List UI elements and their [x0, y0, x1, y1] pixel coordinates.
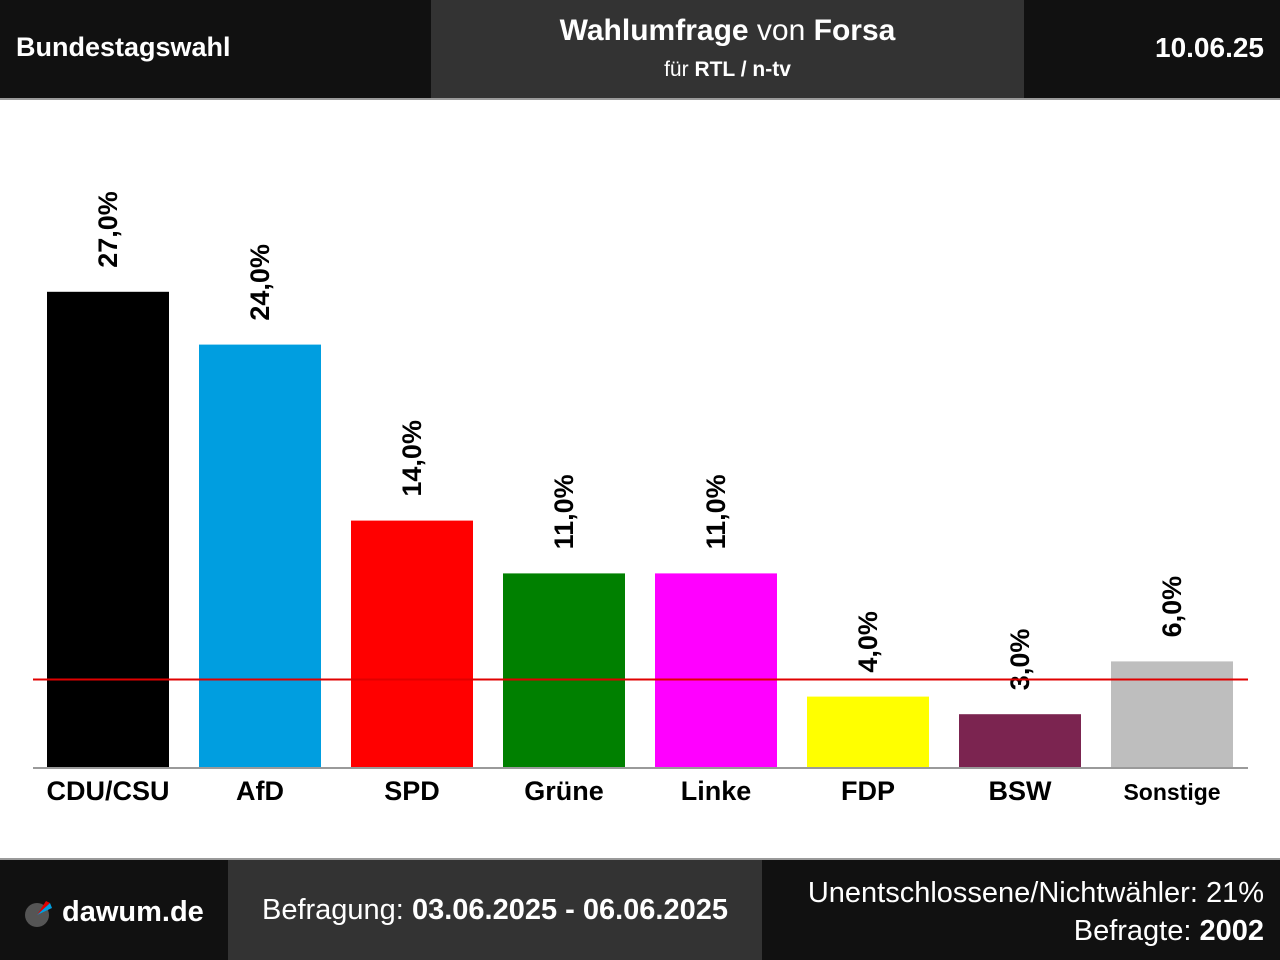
logo-text: dawum.de [62, 896, 204, 928]
pollster-name: Forsa [813, 14, 896, 47]
poll-title-word: Wahlumfrage [559, 14, 749, 47]
bar-value-label-1: 24,0% [245, 244, 275, 321]
category-label-4: Linke [681, 776, 752, 806]
category-label-0: CDU/CSU [46, 776, 169, 806]
bar-chart: 27,0% CDU/CSU 24,0% AfD 14,0% SPD 11,0% Grüne 11… [33, 191, 1248, 806]
bar-2 [351, 520, 473, 767]
poll-client: für RTL / n-tv [431, 58, 1024, 82]
header-divider [0, 98, 1280, 100]
bar-value-label-0: 27,0% [93, 191, 123, 268]
category-label-1: AfD [236, 776, 284, 806]
bar-value-label-7: 6,0% [1157, 576, 1187, 638]
poll-title-connector: von [748, 14, 814, 47]
poll-client-name: RTL / n-tv [694, 58, 791, 81]
bar-value-label-5: 4,0% [853, 611, 883, 673]
bar-value-label-3: 11,0% [549, 474, 579, 549]
footer-bar: dawum.de Befragung: 03.06.2025 - 06.06.2… [0, 860, 1280, 960]
bar-6 [959, 714, 1081, 767]
election-label: Bundestagswahl [16, 32, 231, 62]
bar-value-label-6: 3,0% [1005, 629, 1035, 691]
undecided-share: Unentschlossene/Nichtwähler: 21% [807, 877, 1264, 909]
poll-title-box: Wahlumfrage von Forsa für RTL / n-tv [431, 0, 1024, 98]
header-bar: Bundestagswahl Wahlumfrage von Forsa für… [0, 0, 1280, 98]
respondents-label: Befragte: [1073, 915, 1200, 947]
survey-period: Befragung: 03.06.2025 - 06.06.2025 [228, 894, 762, 927]
survey-period-box: Befragung: 03.06.2025 - 06.06.2025 [228, 860, 762, 960]
category-label-2: SPD [384, 776, 440, 806]
survey-period-label: Befragung: [261, 894, 412, 926]
poll-date: 10.06.25 [1155, 32, 1264, 63]
bar-value-label-2: 14,0% [397, 420, 427, 497]
footer-divider [0, 858, 1280, 860]
bar-4 [655, 573, 777, 767]
category-label-5: FDP [841, 776, 895, 806]
bar-0 [47, 291, 169, 767]
survey-period-range: 03.06.2025 - 06.06.2025 [411, 894, 728, 926]
bar-3 [503, 573, 625, 767]
dawum-logo-icon [25, 901, 52, 927]
poll-client-prefix: für [664, 58, 695, 81]
bar-1 [199, 344, 321, 767]
survey-stats: Unentschlossene/Nichtwähler: 21% Befragt… [808, 874, 1264, 950]
bar-value-label-4: 11,0% [701, 474, 731, 549]
category-label-7: Sonstige [1123, 779, 1220, 805]
category-label-6: BSW [989, 776, 1053, 806]
category-label-3: Grüne [524, 776, 604, 806]
bar-5 [807, 696, 929, 767]
poll-title: Wahlumfrage von Forsa [431, 14, 1024, 48]
respondents-value: 2002 [1199, 915, 1264, 947]
bar-7 [1111, 661, 1233, 767]
respondents-count: Befragte: 2002 [808, 912, 1264, 950]
